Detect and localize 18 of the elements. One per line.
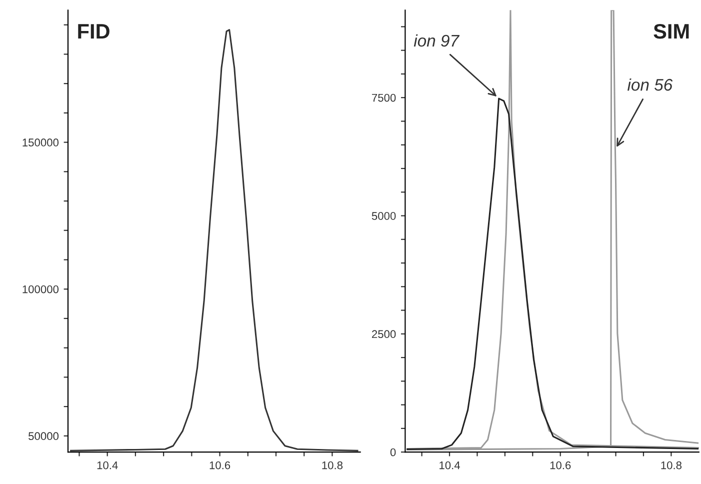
y-tick-label: 7500: [372, 94, 396, 102]
text: SIM: [654, 24, 689, 39]
x-tick-label: 10.8: [661, 461, 682, 470]
line-series: [406, 98, 699, 450]
y-tick-label: 0: [390, 448, 396, 456]
x-tick-label: 10.6: [550, 461, 571, 470]
y-tick-label: 50000: [28, 432, 59, 440]
x-tick-label: 10.4: [97, 461, 118, 470]
x-tick-label: 10.4: [440, 461, 460, 470]
y-tick-label: 2500: [372, 330, 396, 338]
x-tick-label: 10.6: [210, 461, 230, 470]
annotation: ion 97: [414, 34, 460, 47]
y-tick-label: 100000: [22, 285, 59, 294]
text: FID: [78, 24, 110, 39]
annotation: ion 56: [628, 78, 673, 91]
y-tick-label: 5000: [372, 212, 396, 220]
x-tick-label: 10.8: [322, 461, 343, 470]
y-tick-label: 150000: [22, 138, 59, 146]
